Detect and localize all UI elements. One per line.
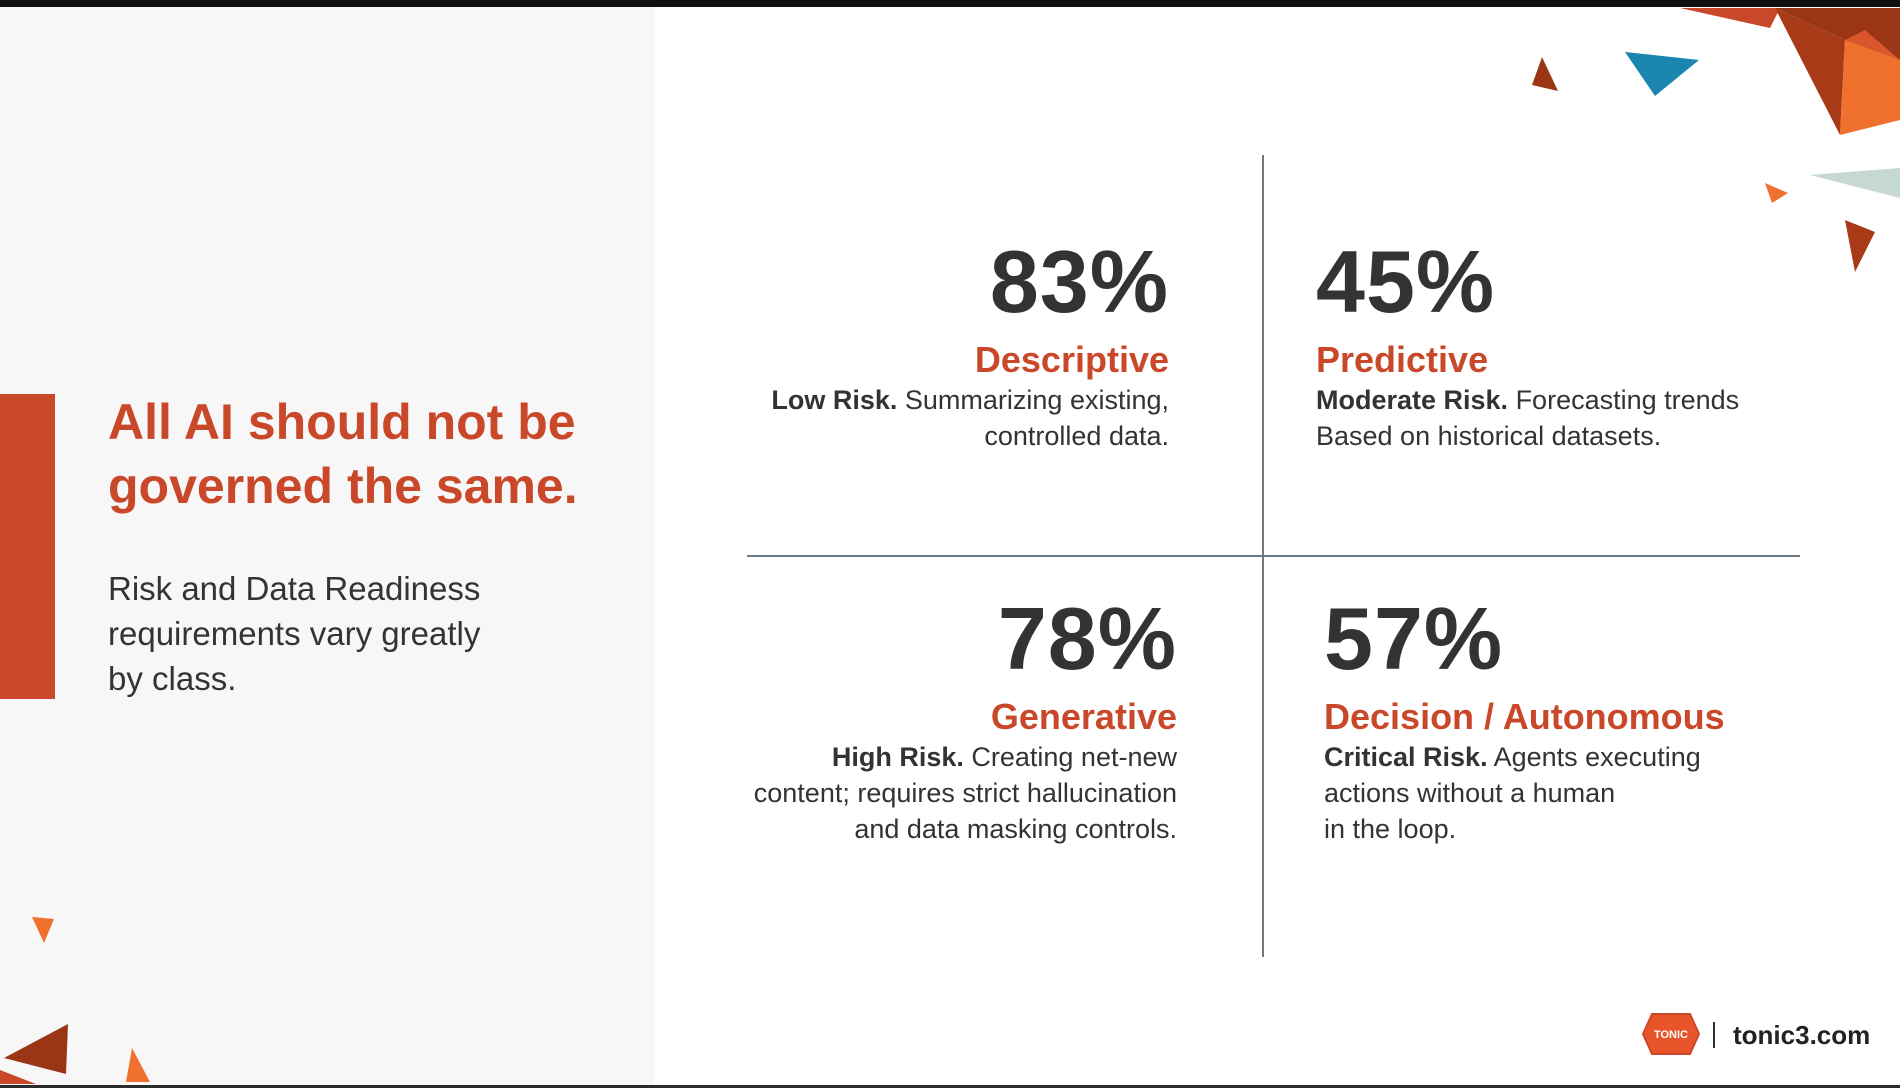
- tonic-logo-icon: TONIC: [1642, 1013, 1700, 1055]
- footer-url[interactable]: tonic3.com: [1733, 1020, 1871, 1050]
- risk-level: Low Risk.: [771, 385, 898, 415]
- class-label: Decision / Autonomous: [1324, 696, 1725, 737]
- subtext: Risk and Data Readiness requirements var…: [108, 566, 568, 701]
- quadrant-generative: 78% Generative High Risk. Creating net-n…: [657, 591, 1177, 847]
- footer-divider: [1713, 1022, 1715, 1048]
- class-description: Low Risk. Summarizing existing, controll…: [771, 385, 1169, 451]
- subtext-line-3: by class.: [108, 660, 237, 697]
- class-description: Moderate Risk. Forecasting trends Based …: [1316, 385, 1740, 451]
- class-label: Predictive: [1316, 339, 1489, 380]
- logo-text: TONIC: [1654, 1029, 1688, 1041]
- stat-value: 78%: [997, 589, 1177, 688]
- class-description: High Risk. Creating net-new content; req…: [753, 742, 1177, 844]
- top-bar: [0, 0, 1900, 7]
- class-label: Descriptive: [974, 339, 1169, 380]
- risk-level: High Risk.: [831, 742, 964, 772]
- headline-line-1: All AI should not be: [108, 394, 576, 450]
- decorative-polygons-top-right: [1680, 8, 1900, 272]
- decorative-triangle-teal: [1625, 52, 1699, 96]
- risk-level: Moderate Risk.: [1316, 385, 1509, 415]
- accent-block: [0, 394, 55, 699]
- decorative-triangle-orange-bottom: [126, 1048, 150, 1082]
- stat-value: 57%: [1324, 589, 1504, 688]
- class-description: Critical Risk. Agents executing actions …: [1324, 742, 1701, 844]
- decorative-triangle-rust: [1532, 57, 1558, 91]
- decorative-triangle-rust-large: [4, 1024, 68, 1074]
- headline-line-2: governed the same.: [108, 458, 578, 514]
- stat-value: 83%: [989, 232, 1169, 331]
- quadrant-descriptive: 83% Descriptive Low Risk. Summarizing ex…: [689, 234, 1169, 454]
- decorative-triangle-small-orange: [32, 917, 54, 943]
- risk-level: Critical Risk.: [1324, 742, 1488, 772]
- subtext-line-1: Risk and Data Readiness: [108, 570, 481, 607]
- stat-value: 45%: [1316, 232, 1496, 331]
- headline: All AI should not be governed the same.: [108, 390, 628, 518]
- decorative-triangle-corner: [0, 1070, 36, 1084]
- horizontal-divider: [747, 555, 1800, 557]
- left-panel: [0, 7, 654, 1085]
- bottom-bar: [0, 1085, 1900, 1088]
- quadrant-predictive: 45% Predictive Moderate Risk. Forecastin…: [1316, 234, 1836, 454]
- quadrant-decision-autonomous: 57% Decision / Autonomous Critical Risk.…: [1324, 591, 1844, 847]
- subtext-line-2: requirements vary greatly: [108, 615, 481, 652]
- class-label: Generative: [990, 696, 1177, 737]
